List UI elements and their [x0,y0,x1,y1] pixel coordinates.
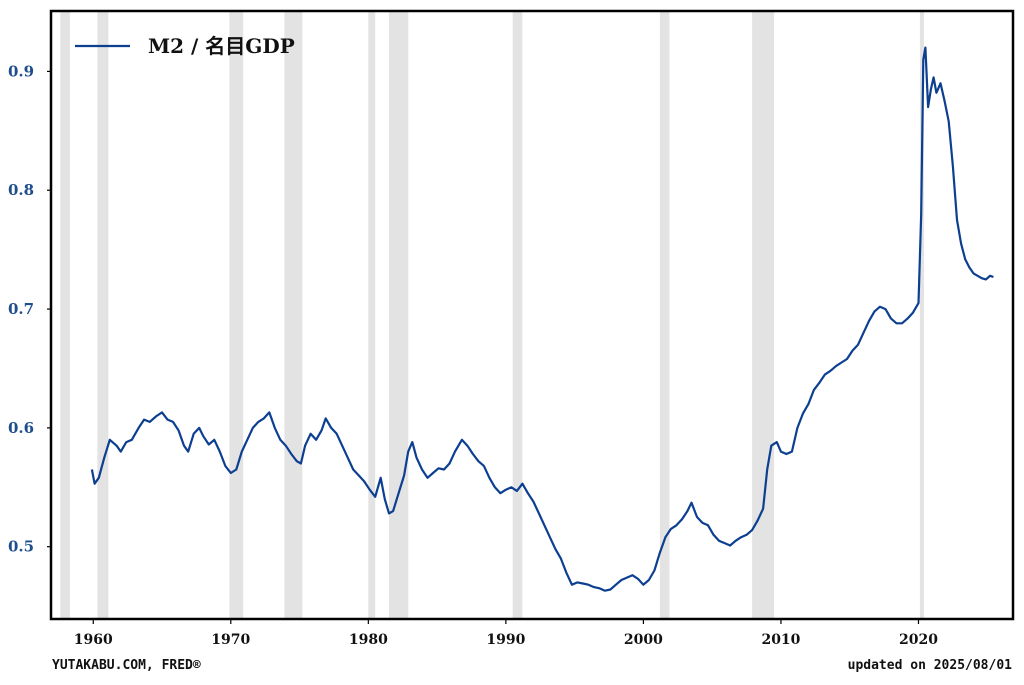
x-tick-label-1: 1970 [211,632,250,648]
x-tick-label-6: 2020 [899,632,938,648]
series-line-0 [90,46,994,592]
legend: M2 / 名目GDP [75,34,295,58]
recession-band-8 [752,12,775,618]
recession-band-3 [284,12,303,618]
source-credit: YUTAKABU.COM, FRED® [52,658,201,673]
plot-frame [49,9,1015,621]
y-tick-label-1: 0.6 [8,419,34,437]
recession-band-6 [512,12,523,618]
x-tick-label-3: 1990 [486,632,525,648]
y-tick-label-2: 0.7 [8,300,34,318]
y-tick-label-3: 0.8 [8,181,34,199]
recession-band-5 [389,12,409,618]
y-tick-label-0: 0.5 [8,538,34,556]
recession-band-7 [659,12,670,618]
updated-date: updated on 2025/08/01 [848,658,1013,673]
x-tick-label-4: 2000 [624,632,663,648]
y-axis: 0.5 0.6 0.7 0.8 0.9 [8,62,52,556]
series-layer [90,46,994,592]
y-tick-label-4: 0.9 [8,62,34,80]
x-tick-label-5: 2010 [761,632,800,648]
recession-band-1 [97,12,109,618]
recession-band-0 [60,12,70,618]
recession-band-2 [229,12,244,618]
x-tick-label-2: 1980 [349,632,388,648]
recession-band-4 [368,12,376,618]
x-tick-label-0: 1960 [74,632,113,648]
recession-band-9 [919,12,924,618]
legend-label: M2 / 名目GDP [148,34,295,58]
x-axis: 1960 1970 1980 1990 2000 2010 2020 [74,618,938,648]
recession-shading-group [60,12,924,618]
